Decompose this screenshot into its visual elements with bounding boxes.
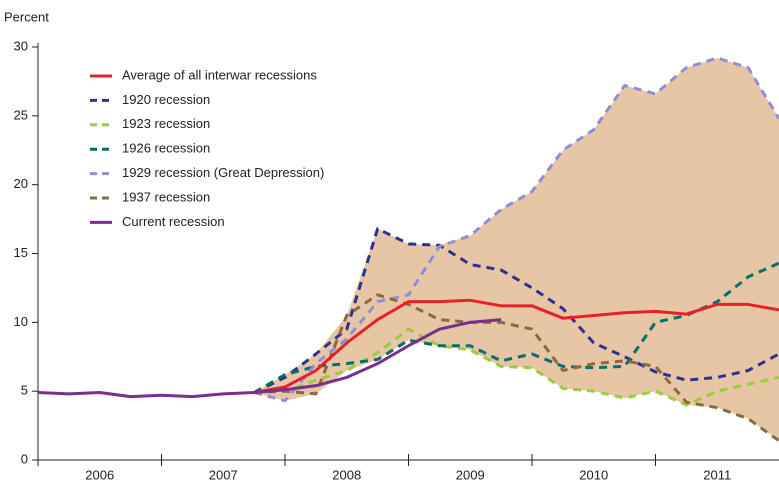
- x-tick-label: 2010: [579, 467, 608, 482]
- legend-label: 1937 recession: [122, 189, 210, 204]
- legend-label: 1926 recession: [122, 141, 210, 156]
- x-tick-label: 2011: [703, 467, 731, 482]
- legend-label: 1929 recession (Great Depression): [122, 165, 324, 180]
- legend-label: Average of all interwar recessions: [122, 67, 317, 82]
- x-tick-label: 2006: [85, 467, 114, 482]
- y-tick-label: 0: [21, 451, 28, 466]
- y-axis-label: Percent: [4, 9, 49, 24]
- series-line: [253, 298, 779, 395]
- x-tick-label: 2007: [209, 467, 238, 482]
- y-tick-label: 20: [14, 176, 28, 191]
- legend-label: 1920 recession: [122, 92, 210, 107]
- series-line: [253, 56, 779, 403]
- series-line: [37, 318, 502, 399]
- x-tick-label: 2008: [332, 467, 361, 482]
- y-tick-label: 25: [14, 107, 28, 122]
- y-tick-label: 5: [21, 383, 28, 398]
- x-tick-label: 2009: [456, 467, 485, 482]
- series-line: [254, 327, 779, 407]
- y-tick-label: 10: [14, 314, 28, 329]
- y-tick-label: 30: [14, 38, 28, 53]
- y-tick-label: 15: [14, 245, 28, 260]
- legend-label: Current recession: [122, 214, 225, 229]
- series-line: [254, 293, 779, 442]
- series-line: [253, 227, 779, 394]
- legend-label: 1923 recession: [122, 116, 210, 131]
- range-band: [254, 58, 779, 441]
